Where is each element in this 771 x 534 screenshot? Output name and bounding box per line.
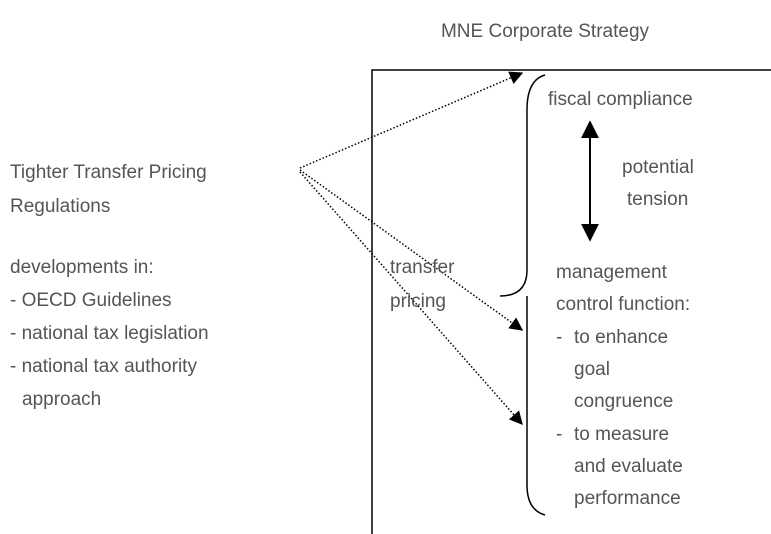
influence-arrows (299, 71, 524, 426)
heading-line: Tighter Transfer Pricing (10, 162, 207, 183)
center-label: pricing (390, 291, 446, 312)
tension-label: potential (622, 157, 694, 178)
management-line: performance (574, 488, 681, 509)
management-line: to enhance (574, 327, 668, 348)
development-line: - national tax authority (10, 356, 197, 377)
development-line: - national tax legislation (10, 323, 209, 344)
management-line: to measure (574, 424, 669, 445)
heading-line: Regulations (10, 196, 110, 217)
center-label: transfer (390, 257, 455, 278)
management-line: and evaluate (574, 456, 683, 477)
title: MNE Corporate Strategy (441, 21, 650, 42)
management-line: control function: (556, 294, 690, 315)
management-line: management (556, 262, 668, 283)
fiscal-label: fiscal compliance (548, 89, 693, 110)
arrow (299, 71, 524, 169)
bullet: - (556, 327, 562, 348)
tension-label: tension (627, 189, 688, 210)
management-line: goal (574, 359, 610, 380)
management-line: congruence (574, 391, 673, 412)
brace (499, 74, 546, 516)
development-line: approach (22, 389, 101, 410)
arrow (299, 169, 524, 331)
strategy-box (371, 69, 771, 534)
development-line: - OECD Guidelines (10, 290, 172, 311)
bullet: - (556, 424, 562, 445)
development-line: developments in: (10, 257, 154, 278)
